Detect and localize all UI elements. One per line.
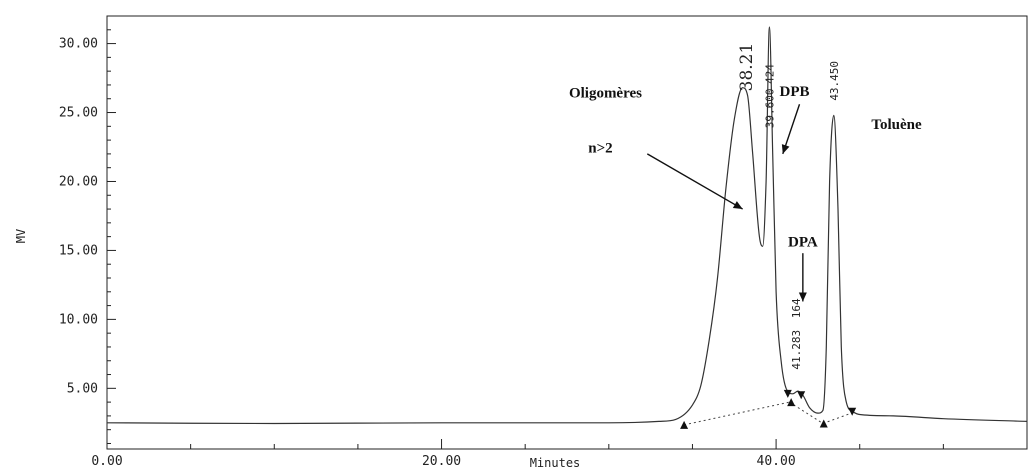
- peak-label: 424: [763, 64, 776, 84]
- handwritten-peak-label: 38.21: [737, 43, 757, 92]
- peak-label: 39.600: [763, 89, 776, 129]
- annotation-label: Toluène: [871, 117, 922, 133]
- integration-baseline: [822, 412, 852, 424]
- x-axis-label: Minutes: [530, 456, 581, 470]
- y-axis-label: MV: [14, 229, 28, 243]
- integration-baseline: [789, 401, 824, 424]
- annotation-label: n>2: [588, 141, 612, 157]
- annotation-label: DPB: [779, 84, 809, 100]
- peak-label: 164: [790, 298, 803, 318]
- y-tick-label: 15.00: [59, 243, 98, 258]
- annotation-label: Oligomères: [569, 85, 642, 101]
- peak-marker: [819, 419, 828, 428]
- y-tick-label: 10.00: [59, 312, 98, 327]
- y-tick-label: 30.00: [59, 37, 98, 52]
- integration-baseline: [683, 401, 790, 426]
- plot-frame: [106, 15, 1028, 450]
- annotation-label: DPA: [788, 234, 818, 250]
- y-tick-label: 5.00: [67, 381, 98, 396]
- peak-marker: [787, 398, 796, 407]
- x-tick-label: 20.00: [422, 454, 461, 469]
- x-tick-label: 40.00: [757, 454, 796, 469]
- peak-label: 43.450: [828, 61, 841, 101]
- peak-marker: [848, 407, 857, 416]
- x-tick-label: 0.00: [91, 454, 122, 469]
- peak-marker: [680, 420, 689, 429]
- y-tick-label: 25.00: [59, 106, 98, 121]
- y-tick-label: 20.00: [59, 174, 98, 189]
- plot-area: 0.00 20.00 40.00 5.00 10.00 15.00 20.00 25.00 30…: [59, 15, 1028, 469]
- peak-label: 41.283: [790, 330, 803, 370]
- annotation-arrow-shaft: [646, 153, 743, 210]
- annotation-arrow-head: [781, 144, 790, 154]
- chromatogram-trace: [106, 26, 1028, 425]
- annotation-arrow-head: [798, 292, 807, 302]
- annotation-arrow-head: [732, 201, 743, 210]
- peak-marker: [797, 391, 806, 400]
- peak-marker: [783, 389, 792, 398]
